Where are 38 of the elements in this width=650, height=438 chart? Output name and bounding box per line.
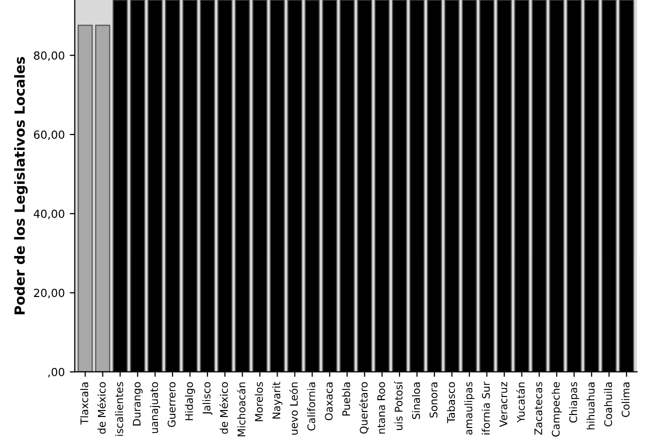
x-tick-label: Tlaxcala bbox=[80, 382, 88, 425]
y-tick-label: 40,00 bbox=[34, 210, 64, 220]
x-tick-label: Yucatán bbox=[516, 382, 525, 423]
y-tick-label: 80,00 bbox=[34, 51, 64, 61]
x-tick-label: iscalientes bbox=[115, 382, 124, 436]
x-tick-label: California bbox=[307, 382, 316, 430]
x-tick-label: Tabasco bbox=[446, 382, 455, 424]
x-tick-label: Chiapas bbox=[569, 382, 580, 423]
x-tick-label: Oaxaca bbox=[324, 382, 333, 420]
x-tick-label: Coahuila bbox=[604, 382, 612, 426]
y-tick-label: ,00 bbox=[48, 368, 64, 378]
x-tick-label: uis Potosí bbox=[394, 381, 403, 430]
y-axis-title: Poder de los Legislativos Locales bbox=[14, 56, 28, 314]
x-tick-label: Jalisco bbox=[202, 382, 212, 415]
x-tick-label: Colima bbox=[621, 382, 630, 417]
x-tick-label: Michoacán bbox=[236, 382, 246, 436]
x-tick-label: uanajuato bbox=[150, 382, 160, 434]
x-tick-label: Nayarit bbox=[272, 382, 282, 419]
y-tick-label: 60,00 bbox=[34, 130, 64, 140]
x-tick-label: hihuahua bbox=[586, 382, 595, 430]
x-tick-label: Puebla bbox=[342, 382, 350, 416]
x-tick-label: Morelos bbox=[254, 382, 263, 422]
x-tick-label: Hidalgo bbox=[184, 382, 196, 420]
x-tick-label: Sonora bbox=[430, 382, 438, 418]
x-tick-label: Querétaro bbox=[359, 382, 369, 434]
x-tick-label: ntana Roo bbox=[377, 382, 386, 434]
x-tick-label: de México bbox=[219, 382, 228, 434]
x-tick-label: Guerrero bbox=[168, 382, 176, 428]
x-tick-label: Durango bbox=[132, 382, 143, 426]
x-tick-label: Veracruz bbox=[500, 382, 508, 427]
x-tick-label: uevo León bbox=[289, 382, 298, 435]
x-tick-label: Sinaloa bbox=[412, 382, 420, 420]
y-tick-label: 20,00 bbox=[34, 288, 64, 298]
x-tick-label: de México bbox=[97, 382, 106, 434]
x-tick-label: amaulipas bbox=[464, 382, 474, 435]
x-tick-label: Campeche bbox=[552, 382, 562, 437]
x-tick-label: Zacatecas bbox=[534, 382, 542, 435]
x-tick-label: ifornia Sur bbox=[482, 382, 490, 434]
